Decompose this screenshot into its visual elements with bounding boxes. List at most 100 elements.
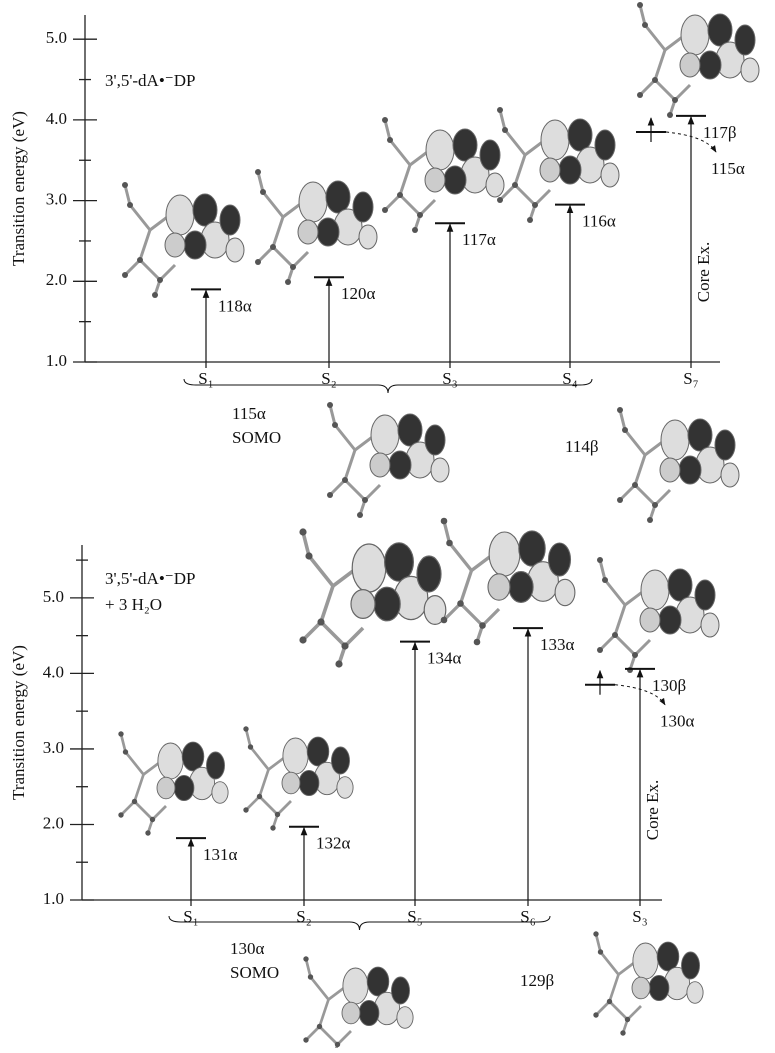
atom [497,107,503,113]
atom [256,793,263,800]
bond [343,478,367,502]
molecule-orbital [243,726,354,831]
bond [151,805,167,821]
lobe [366,966,390,997]
bond [398,164,412,196]
atom [606,998,613,1005]
bond [261,191,285,218]
atom [149,816,156,823]
bond [328,478,347,497]
bond [388,139,412,166]
atom [387,137,393,143]
atom [417,212,423,218]
atom [362,497,368,503]
bond [271,245,295,269]
atom [118,812,124,818]
core-orbital-label: 130α [660,712,695,731]
somo-orbital: 115α [232,404,266,423]
atom [479,622,486,629]
atom [382,207,388,213]
molecule-orbital [299,528,447,668]
core-dashed-arrow [614,684,666,706]
x-tick-label: S₃ [442,369,457,388]
bond [533,188,552,207]
bond [613,633,637,657]
bond [623,429,647,456]
lobe [430,457,450,483]
lobe [631,976,651,1000]
bond [503,129,527,156]
bond [291,250,310,269]
lobe [316,217,340,247]
molecule-orbital [440,517,576,646]
bond [594,933,602,953]
lobe [660,419,690,461]
lobe [632,942,659,980]
bond [599,951,620,976]
atom [285,279,291,285]
lobe [388,450,412,480]
core-label: Core Ex. [694,242,713,302]
lobe [297,219,319,245]
lobe [350,589,376,620]
atom [597,949,604,955]
atom [647,517,653,523]
atom [317,618,325,626]
lobe [370,414,400,456]
lobe [342,967,369,1005]
x-tick-label: S₄ [562,369,577,388]
bond [158,263,177,282]
lobe [678,455,702,485]
atom [617,497,623,503]
atom [299,528,307,536]
lobe [659,457,681,483]
molecule-orbital [497,107,620,223]
lobe [351,543,387,593]
molecule-orbital [122,182,245,298]
panel-title: 3',5'-dA•⁻DP [105,569,195,588]
molecule-orbital [303,956,414,1053]
bond [244,728,252,748]
lobe [416,555,442,593]
lobe [479,139,501,171]
lobe [667,568,693,602]
y-tick-label: 2.0 [43,813,64,832]
bond [513,183,537,207]
y-tick-label: 2.0 [46,270,67,289]
x-tick-label: S₃ [632,907,647,926]
atom [270,244,276,250]
atom [303,956,309,962]
x-tick-label: S₂ [296,907,311,926]
atom [118,731,124,737]
bond [343,626,365,648]
molecule-orbital [617,407,740,523]
lobe [639,607,661,633]
atom [597,647,603,653]
bond [245,795,261,811]
lobe [539,157,561,183]
atom [122,749,129,755]
lobe [558,155,582,185]
bond [343,449,357,481]
atom [152,292,158,298]
lobe [487,573,511,601]
x-tick-label: S₆ [520,907,535,926]
y-tick-label: 1.0 [46,351,67,370]
lobe [341,1001,361,1025]
somo-label: SOMO [230,963,279,982]
atom [290,264,296,270]
lobe [686,981,704,1004]
orbital-label: 132α [316,834,351,853]
y-axis-label: Transition energy (eV) [9,111,28,266]
orbital-label: 116α [582,212,616,231]
atom [622,427,628,433]
lobe [336,776,354,799]
lobe [658,605,682,635]
bond [498,109,507,131]
bond [123,184,132,206]
bond [603,579,627,606]
bond [653,49,667,81]
atom [332,422,338,428]
molecule-orbital [255,169,378,285]
